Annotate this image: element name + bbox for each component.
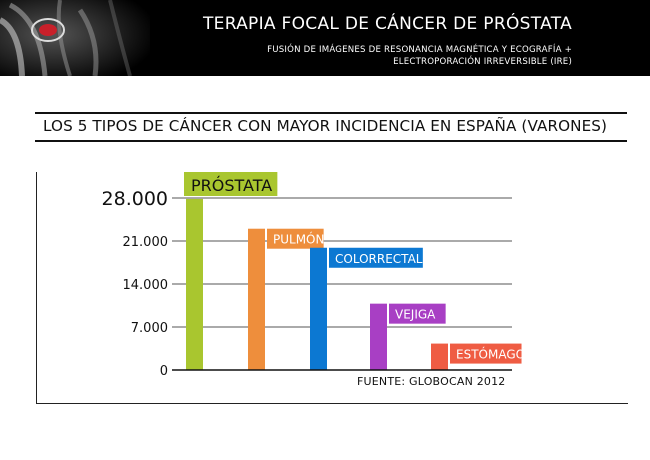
y-tick-label: 7.000: [131, 321, 168, 336]
bar-próstata: [186, 198, 203, 370]
category-label: PRÓSTATA: [191, 176, 272, 195]
section-rule-bottom: [35, 140, 627, 142]
y-tick-label: 21.000: [123, 235, 169, 250]
bar-vejiga: [370, 303, 387, 370]
section-title: LOS 5 TIPOS DE CÁNCER CON MAYOR INCIDENC…: [43, 117, 608, 135]
category-label: COLORRECTAL: [335, 252, 423, 266]
header-title: TERAPIA FOCAL DE CÁNCER DE PRÓSTATA: [202, 14, 572, 34]
anatomy-illustration: [0, 0, 150, 76]
y-tick-label: 0: [160, 364, 168, 379]
category-tag: [450, 343, 522, 364]
category-label: PULMÓN: [273, 232, 324, 247]
bar-pulmón: [248, 228, 265, 370]
category-tag: [184, 172, 278, 196]
category-tag: [389, 303, 446, 324]
bar-colorrectal: [310, 247, 327, 370]
y-tick-label: 28.000: [102, 188, 168, 210]
bar-estómago: [431, 343, 448, 370]
section-rule-top: [35, 112, 627, 114]
header-banner: TERAPIA FOCAL DE CÁNCER DE PRÓSTATA FUSI…: [0, 0, 650, 76]
chart-frame: [36, 172, 628, 404]
header-subtitle-line2: ELECTROPORACIÓN IRREVERSIBLE (IRE): [393, 57, 572, 67]
category-tag: [329, 247, 423, 268]
category-tag: [267, 228, 324, 249]
y-tick-label: 14.000: [123, 278, 169, 293]
category-label: VEJIGA: [395, 308, 436, 322]
category-label: ESTÓMAGO: [456, 347, 525, 362]
header-subtitle: FUSIÓN DE IMÁGENES DE RESONANCIA MAGNÉTI…: [267, 44, 572, 68]
source-note: FUENTE: GLOBOCAN 2012: [357, 375, 506, 388]
header-subtitle-line1: FUSIÓN DE IMÁGENES DE RESONANCIA MAGNÉTI…: [267, 45, 572, 55]
